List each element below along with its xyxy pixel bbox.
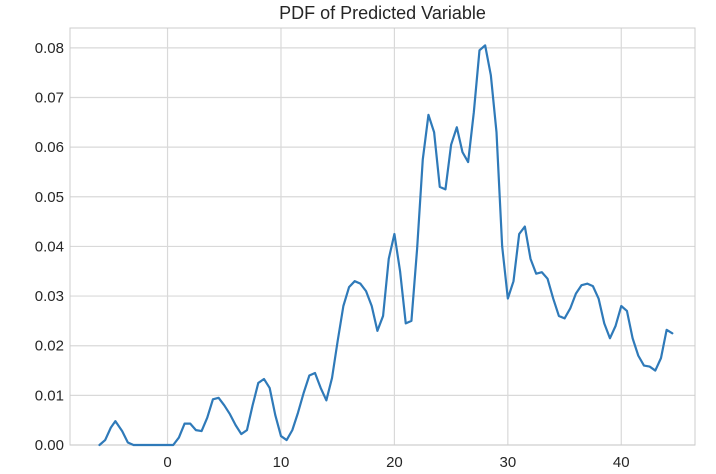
x-tick-label: 0 [163, 454, 171, 471]
y-tick-label: 0.07 [35, 90, 64, 107]
y-tick-label: 0.05 [35, 189, 64, 206]
chart-title: PDF of Predicted Variable [279, 3, 486, 23]
x-tick-label: 10 [273, 454, 290, 471]
series-line-pdf [98, 44, 674, 447]
y-tick-label: 0.04 [35, 238, 64, 255]
x-tick-labels: 0 10 20 30 40 [163, 454, 629, 471]
y-tick-label: 0.00 [35, 437, 64, 454]
x-tick-label: 40 [613, 454, 630, 471]
y-tick-label: 0.03 [35, 288, 64, 305]
plot-area-border [69, 27, 696, 446]
y-tick-label: 0.06 [35, 139, 64, 156]
x-tick-label: 30 [499, 454, 516, 471]
y-tick-label: 0.01 [35, 387, 64, 404]
y-tick-label: 0.02 [35, 338, 64, 355]
x-tick-label: 20 [386, 454, 403, 471]
y-tick-label: 0.08 [35, 40, 64, 57]
y-tick-labels: 0.00 0.01 0.02 0.03 0.04 0.05 0.06 0.07 0.08 [35, 40, 64, 454]
y-gridlines [70, 47, 695, 446]
